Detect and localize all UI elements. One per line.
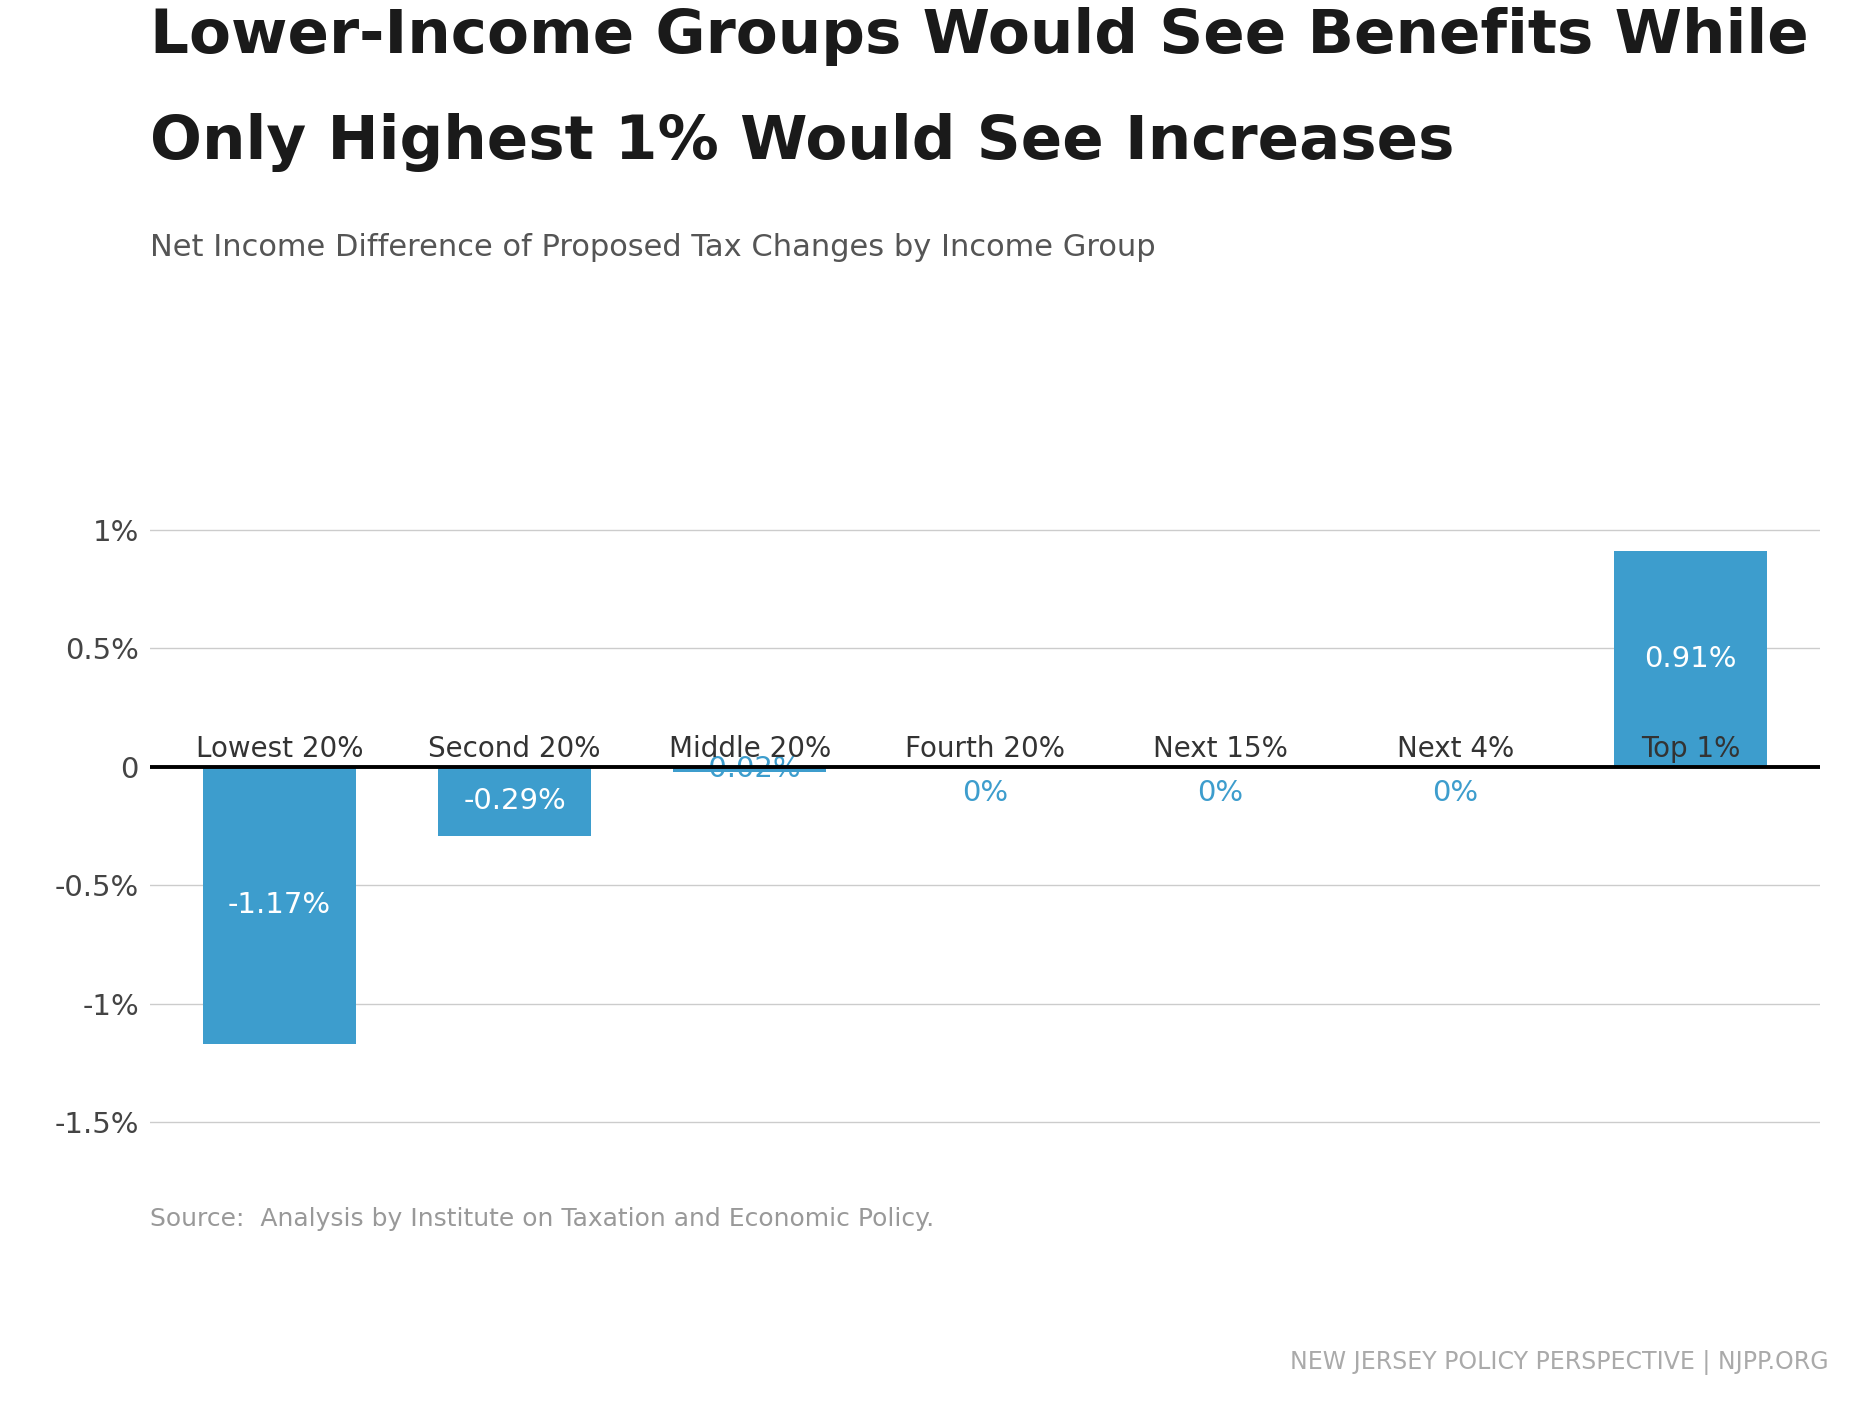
Text: 0%: 0%	[1197, 778, 1244, 806]
Text: Second 20%: Second 20%	[428, 734, 600, 762]
Text: Net Income Difference of Proposed Tax Changes by Income Group: Net Income Difference of Proposed Tax Ch…	[150, 233, 1156, 263]
Bar	[203, 767, 356, 1043]
Text: -1.17%: -1.17%	[227, 891, 330, 919]
Text: -0.29%: -0.29%	[463, 786, 567, 815]
Text: -0.02%: -0.02%	[698, 755, 801, 784]
Text: Lower-Income Groups Would See Benefits While: Lower-Income Groups Would See Benefits W…	[150, 7, 1808, 66]
Text: Only Highest 1% Would See Increases: Only Highest 1% Would See Increases	[150, 113, 1454, 172]
Text: Next 4%: Next 4%	[1396, 734, 1514, 762]
Text: Next 15%: Next 15%	[1152, 734, 1287, 762]
Text: Fourth 20%: Fourth 20%	[904, 734, 1066, 762]
Bar	[439, 767, 591, 836]
Text: Source:  Analysis by Institute on Taxation and Economic Policy.: Source: Analysis by Institute on Taxatio…	[150, 1207, 934, 1231]
Text: Lowest 20%: Lowest 20%	[195, 734, 364, 762]
Bar	[673, 767, 825, 771]
Text: 0.91%: 0.91%	[1643, 645, 1737, 674]
Text: NEW JERSEY POLICY PERSPECTIVE | NJPP.ORG: NEW JERSEY POLICY PERSPECTIVE | NJPP.ORG	[1291, 1350, 1829, 1375]
Text: Top 1%: Top 1%	[1642, 734, 1741, 762]
Text: Middle 20%: Middle 20%	[668, 734, 831, 762]
Bar	[1613, 551, 1767, 767]
Text: 0%: 0%	[962, 778, 1007, 806]
Text: 0%: 0%	[1431, 778, 1478, 806]
